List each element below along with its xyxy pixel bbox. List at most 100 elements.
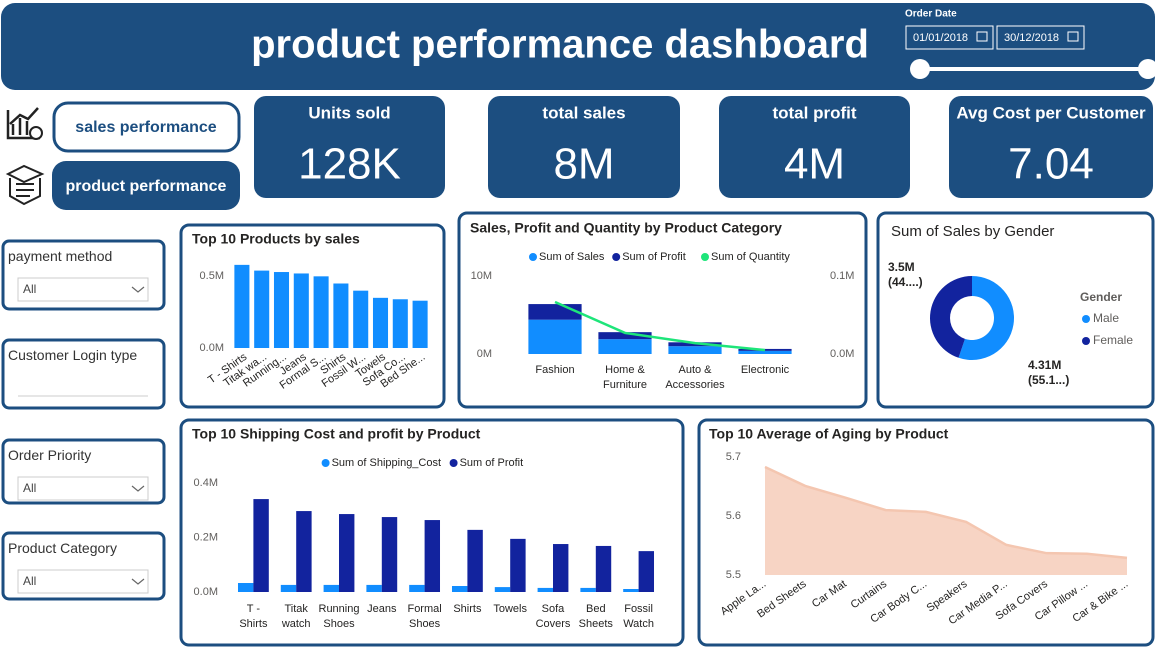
donut-slice (958, 276, 1014, 360)
bar (372, 297, 389, 348)
x-tick-label: T - Shirts (239, 603, 268, 630)
legend-marker (1082, 337, 1090, 345)
slider-handle[interactable] (910, 59, 930, 79)
filter-label: Customer Login type (8, 347, 138, 363)
kpi-label: Avg Cost per Customer (956, 103, 1146, 122)
legend-label: Sum of Shipping_Cost (332, 457, 441, 469)
y-tick-label: 0M (477, 348, 492, 360)
kpi-value: 7.04 (1008, 140, 1094, 189)
stacked-bar (528, 319, 582, 354)
x-tick-label-box: Titak watch (282, 603, 311, 630)
x-tick-label: Fashion (535, 364, 575, 376)
bar (313, 276, 329, 348)
x-tick-label: Running Shoes (318, 603, 360, 630)
filter-label: payment method (8, 248, 113, 264)
x-tick-label: Electronic (740, 364, 790, 376)
bar (553, 544, 569, 592)
filter-label: Product Category (8, 540, 117, 556)
filter-card (1, 338, 166, 410)
data-label-box: 4.31M (55.1...) (1028, 358, 1070, 387)
bar (280, 584, 297, 592)
y-tick-label: 0.5M (200, 270, 224, 282)
kpi-value: 4M (784, 140, 845, 189)
date-input[interactable] (905, 25, 994, 50)
bar (273, 272, 290, 348)
legend-marker (701, 253, 709, 261)
slider-handle[interactable] (1138, 59, 1158, 79)
filter-label-box: Customer Login type (8, 347, 138, 363)
coin-icon (29, 126, 43, 140)
calendar-icon (1067, 31, 1079, 42)
bar (638, 551, 655, 592)
kpi-card (949, 96, 1153, 198)
stacked-bar (738, 350, 792, 354)
legend-label: Female (1093, 333, 1133, 347)
legend-label: Sum of Quantity (711, 251, 790, 263)
y-tick-label: 0.4M (194, 477, 218, 489)
bar (339, 514, 355, 592)
x-tick-label-box: Auto & Accessories (665, 364, 724, 391)
bar (537, 587, 553, 592)
y-tick-label: 10M (471, 270, 492, 282)
bar (392, 299, 408, 348)
box-icon (5, 164, 45, 206)
chevron (131, 578, 145, 585)
chart-panel (457, 211, 868, 409)
bar (580, 587, 596, 592)
x-tick-label: Shirts (453, 603, 482, 615)
donut-slice (930, 276, 972, 358)
data-label: 3.5M (44....) (888, 260, 923, 289)
x-tick-label-box: Fossil Watch (623, 603, 654, 630)
calendar-icon (976, 31, 988, 42)
filter-value: All (23, 282, 36, 296)
bar (234, 264, 250, 348)
bar (595, 545, 612, 592)
date-input[interactable] (996, 25, 1085, 50)
nav-button[interactable] (52, 101, 241, 153)
nav-label: product performance (66, 178, 227, 195)
dashboard-title: product performance dashboard (251, 23, 869, 67)
chart-title: Sum of Sales by Gender (891, 223, 1054, 240)
kpi-card (719, 96, 910, 198)
chart-title: Sales, Profit and Quantity by Product Ca… (470, 220, 782, 236)
x-tick-label-box: Jeans (367, 603, 396, 615)
y-tick-label: 0.0M (194, 586, 218, 598)
filter-dropdown[interactable] (17, 277, 149, 302)
date-value: 01/01/2018 (913, 32, 968, 44)
x-tick-label: Formal Shoes (407, 603, 442, 630)
filter-dropdown[interactable] (17, 569, 149, 594)
chart-title: Top 10 Products by sales (192, 231, 360, 247)
chart-icon (6, 107, 40, 140)
chart-panel (876, 211, 1155, 409)
bar (254, 270, 270, 348)
x-tick-label-box: T - Shirts (239, 603, 268, 630)
bar (237, 583, 254, 592)
legend-label: Male (1093, 311, 1119, 325)
x-tick-label: Fossil Watch (623, 603, 654, 630)
stacked-bar (668, 346, 722, 354)
x-tick-label-box: Formal Shoes (407, 603, 442, 630)
x-tick-label-box: Fashion (535, 364, 575, 376)
filter-label: Order Priority (8, 447, 92, 463)
x-tick-label-box: Running Shoes (318, 603, 360, 630)
bar (253, 499, 269, 592)
stacked-bar (528, 304, 582, 320)
filter-value: All (23, 481, 36, 495)
legend-marker (321, 459, 330, 467)
kpi-value: 8M (553, 140, 614, 189)
bar (366, 584, 382, 592)
area-fill (765, 467, 1127, 575)
line-series (554, 300, 766, 352)
chart-title: Top 10 Average of Aging by Product (709, 426, 949, 442)
chevron (131, 286, 145, 293)
filter-dropdown[interactable] (17, 476, 149, 501)
legend-marker (1082, 315, 1090, 323)
bar (424, 520, 441, 592)
header-bar (1, 3, 1155, 90)
date-label: Order Date (905, 9, 957, 20)
bar (381, 517, 398, 592)
nav-button-active[interactable] (52, 161, 240, 210)
bar (409, 584, 425, 592)
nav-label: sales performance (75, 119, 217, 136)
data-label: 4.31M (55.1...) (1028, 358, 1070, 387)
